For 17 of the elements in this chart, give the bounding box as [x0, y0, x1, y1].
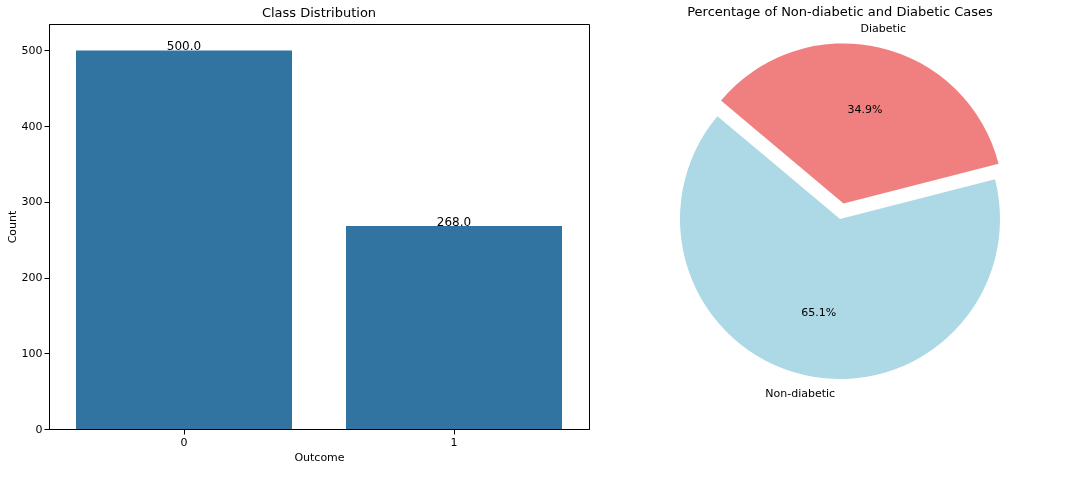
data-label: 268.0 — [436, 215, 472, 230]
slice-label: Diabetic — [860, 21, 907, 35]
y-tick-label: 0 — [35, 422, 43, 436]
data-label: 500.0 — [166, 39, 202, 54]
data-label: 65.1% — [801, 305, 837, 319]
y-tick-label: 400 — [21, 119, 43, 133]
slice-label: Non-diabetic — [765, 386, 836, 400]
chart-title: Class Distribution — [261, 5, 377, 20]
x-axis-title: Outcome — [294, 450, 345, 464]
y-tick-label: 200 — [21, 271, 43, 285]
x-tick-label: 1 — [450, 435, 458, 449]
data-label: 34.9% — [847, 102, 883, 116]
chart-title: Percentage of Non-diabetic and Diabetic Cases — [687, 3, 994, 19]
y-tick-label: 100 — [21, 346, 43, 360]
y-tick-label: 300 — [21, 195, 43, 209]
y-axis-title: Count — [5, 209, 19, 244]
y-tick-label: 500 — [21, 44, 43, 57]
